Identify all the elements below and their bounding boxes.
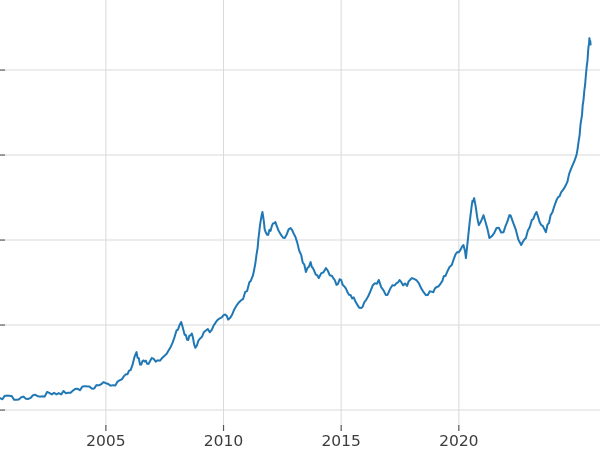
x-tick-label: 2005 [86, 432, 125, 450]
x-tick-label: 2020 [439, 432, 478, 450]
x-tick-label: 2010 [204, 432, 243, 450]
x-tick-label: 2015 [321, 432, 360, 450]
price-line [0, 37, 592, 401]
